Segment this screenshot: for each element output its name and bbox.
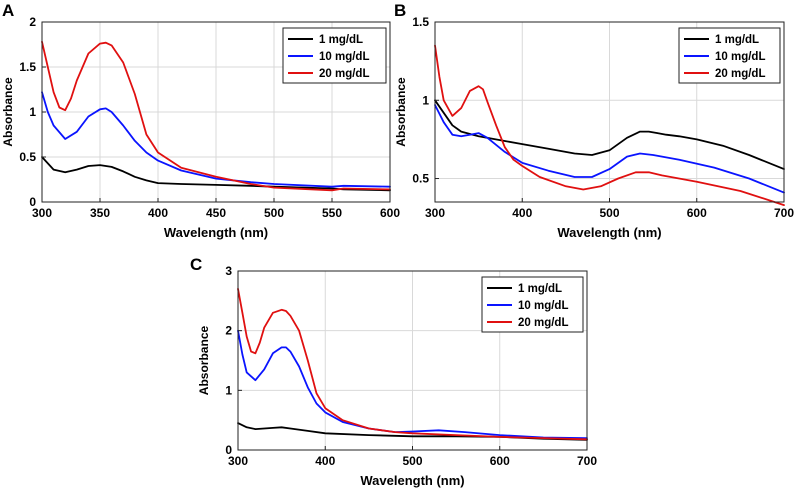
series-line-20-mg-dl: [41, 40, 391, 192]
series-line-10-mg-dl: [41, 91, 391, 188]
legend-label: 20 mg/dL: [319, 68, 369, 80]
legend-label: 1 mg/dL: [715, 34, 759, 46]
legend: 1 mg/dL 10 mg/dL 20 mg/dL: [481, 276, 584, 333]
panel-letter: A: [2, 1, 14, 20]
y-tick-label: 3: [225, 264, 232, 278]
x-tick-label: 400: [512, 206, 532, 220]
x-tick-label: 500: [264, 206, 284, 220]
series-line-10-mg-dl: [237, 329, 588, 440]
legend-label: 20 mg/dL: [518, 317, 568, 329]
y-tick-label: 0: [225, 443, 232, 457]
x-tick-label: 600: [380, 206, 400, 220]
panel-b: B 300 400 500 600 700 0.5 1 1.5 1 mg/dL 10 mg/dL 2…: [394, 1, 794, 240]
legend-label: 10 mg/dL: [715, 51, 765, 63]
x-tick-label: 550: [322, 206, 342, 220]
y-tick-label: 0.5: [19, 150, 36, 164]
x-tick-label: 300: [32, 206, 52, 220]
plot-area: 300 350 400 450 500 550 600 0 0.5 1 1.5 2 1 mg/dL 10 …: [19, 15, 400, 220]
y-tick-label: 0.5: [412, 172, 429, 186]
series-line-20-mg-dl: [237, 287, 588, 441]
series-line-20-mg-dl: [434, 44, 785, 207]
legend: 1 mg/dL 10 mg/dL 20 mg/dL: [282, 27, 387, 84]
legend-label: 10 mg/dL: [518, 300, 568, 312]
panel-letter: C: [190, 255, 202, 274]
y-tick-label: 1.5: [19, 60, 36, 74]
y-tick-label: 1: [225, 383, 232, 397]
x-tick-label: 700: [774, 206, 794, 220]
panel-letter: B: [394, 1, 406, 20]
plot-area: 300 400 500 600 700 0.5 1 1.5 1 mg/dL 10 mg/dL 20 …: [412, 15, 794, 220]
y-axis-label: Absorbance: [394, 77, 408, 147]
y-tick-label: 1: [422, 93, 429, 107]
series-line-1-mg-dl: [434, 99, 785, 171]
x-tick-label: 300: [228, 454, 248, 468]
legend: 1 mg/dL 10 mg/dL 20 mg/dL: [678, 27, 781, 84]
x-axis-label: Wavelength (nm): [360, 473, 464, 488]
series-line-10-mg-dl: [434, 104, 785, 194]
y-tick-label: 1.5: [412, 15, 429, 29]
y-axis-label: Absorbance: [197, 326, 211, 396]
legend-label: 20 mg/dL: [715, 68, 765, 80]
y-axis-label: Absorbance: [1, 77, 15, 147]
plot-area: 300 400 500 600 700 0 1 2 3 1 mg/dL 10 mg/dL 20 mg/…: [225, 264, 597, 468]
legend-label: 1 mg/dL: [319, 34, 363, 46]
legend-label: 10 mg/dL: [319, 51, 369, 63]
y-tick-label: 2: [225, 324, 232, 338]
x-tick-label: 700: [577, 454, 597, 468]
y-tick-label: 0: [29, 195, 36, 209]
panel-c: C 300 400 500 600 700 0 1 2 3 1 mg/dL 10 mg/dL 20 m…: [190, 255, 597, 488]
y-tick-label: 1: [29, 105, 36, 119]
x-axis-label: Wavelength (nm): [164, 225, 268, 240]
x-tick-label: 500: [402, 454, 422, 468]
x-tick-label: 400: [315, 454, 335, 468]
x-tick-label: 600: [687, 206, 707, 220]
x-tick-label: 400: [148, 206, 168, 220]
x-tick-label: 350: [90, 206, 110, 220]
x-tick-label: 450: [206, 206, 226, 220]
x-tick-label: 300: [425, 206, 445, 220]
x-tick-label: 500: [599, 206, 619, 220]
x-tick-label: 600: [490, 454, 510, 468]
y-tick-label: 2: [29, 15, 36, 29]
x-axis-label: Wavelength (nm): [557, 225, 661, 240]
series-line-1-mg-dl: [41, 156, 391, 192]
legend-label: 1 mg/dL: [518, 283, 562, 295]
